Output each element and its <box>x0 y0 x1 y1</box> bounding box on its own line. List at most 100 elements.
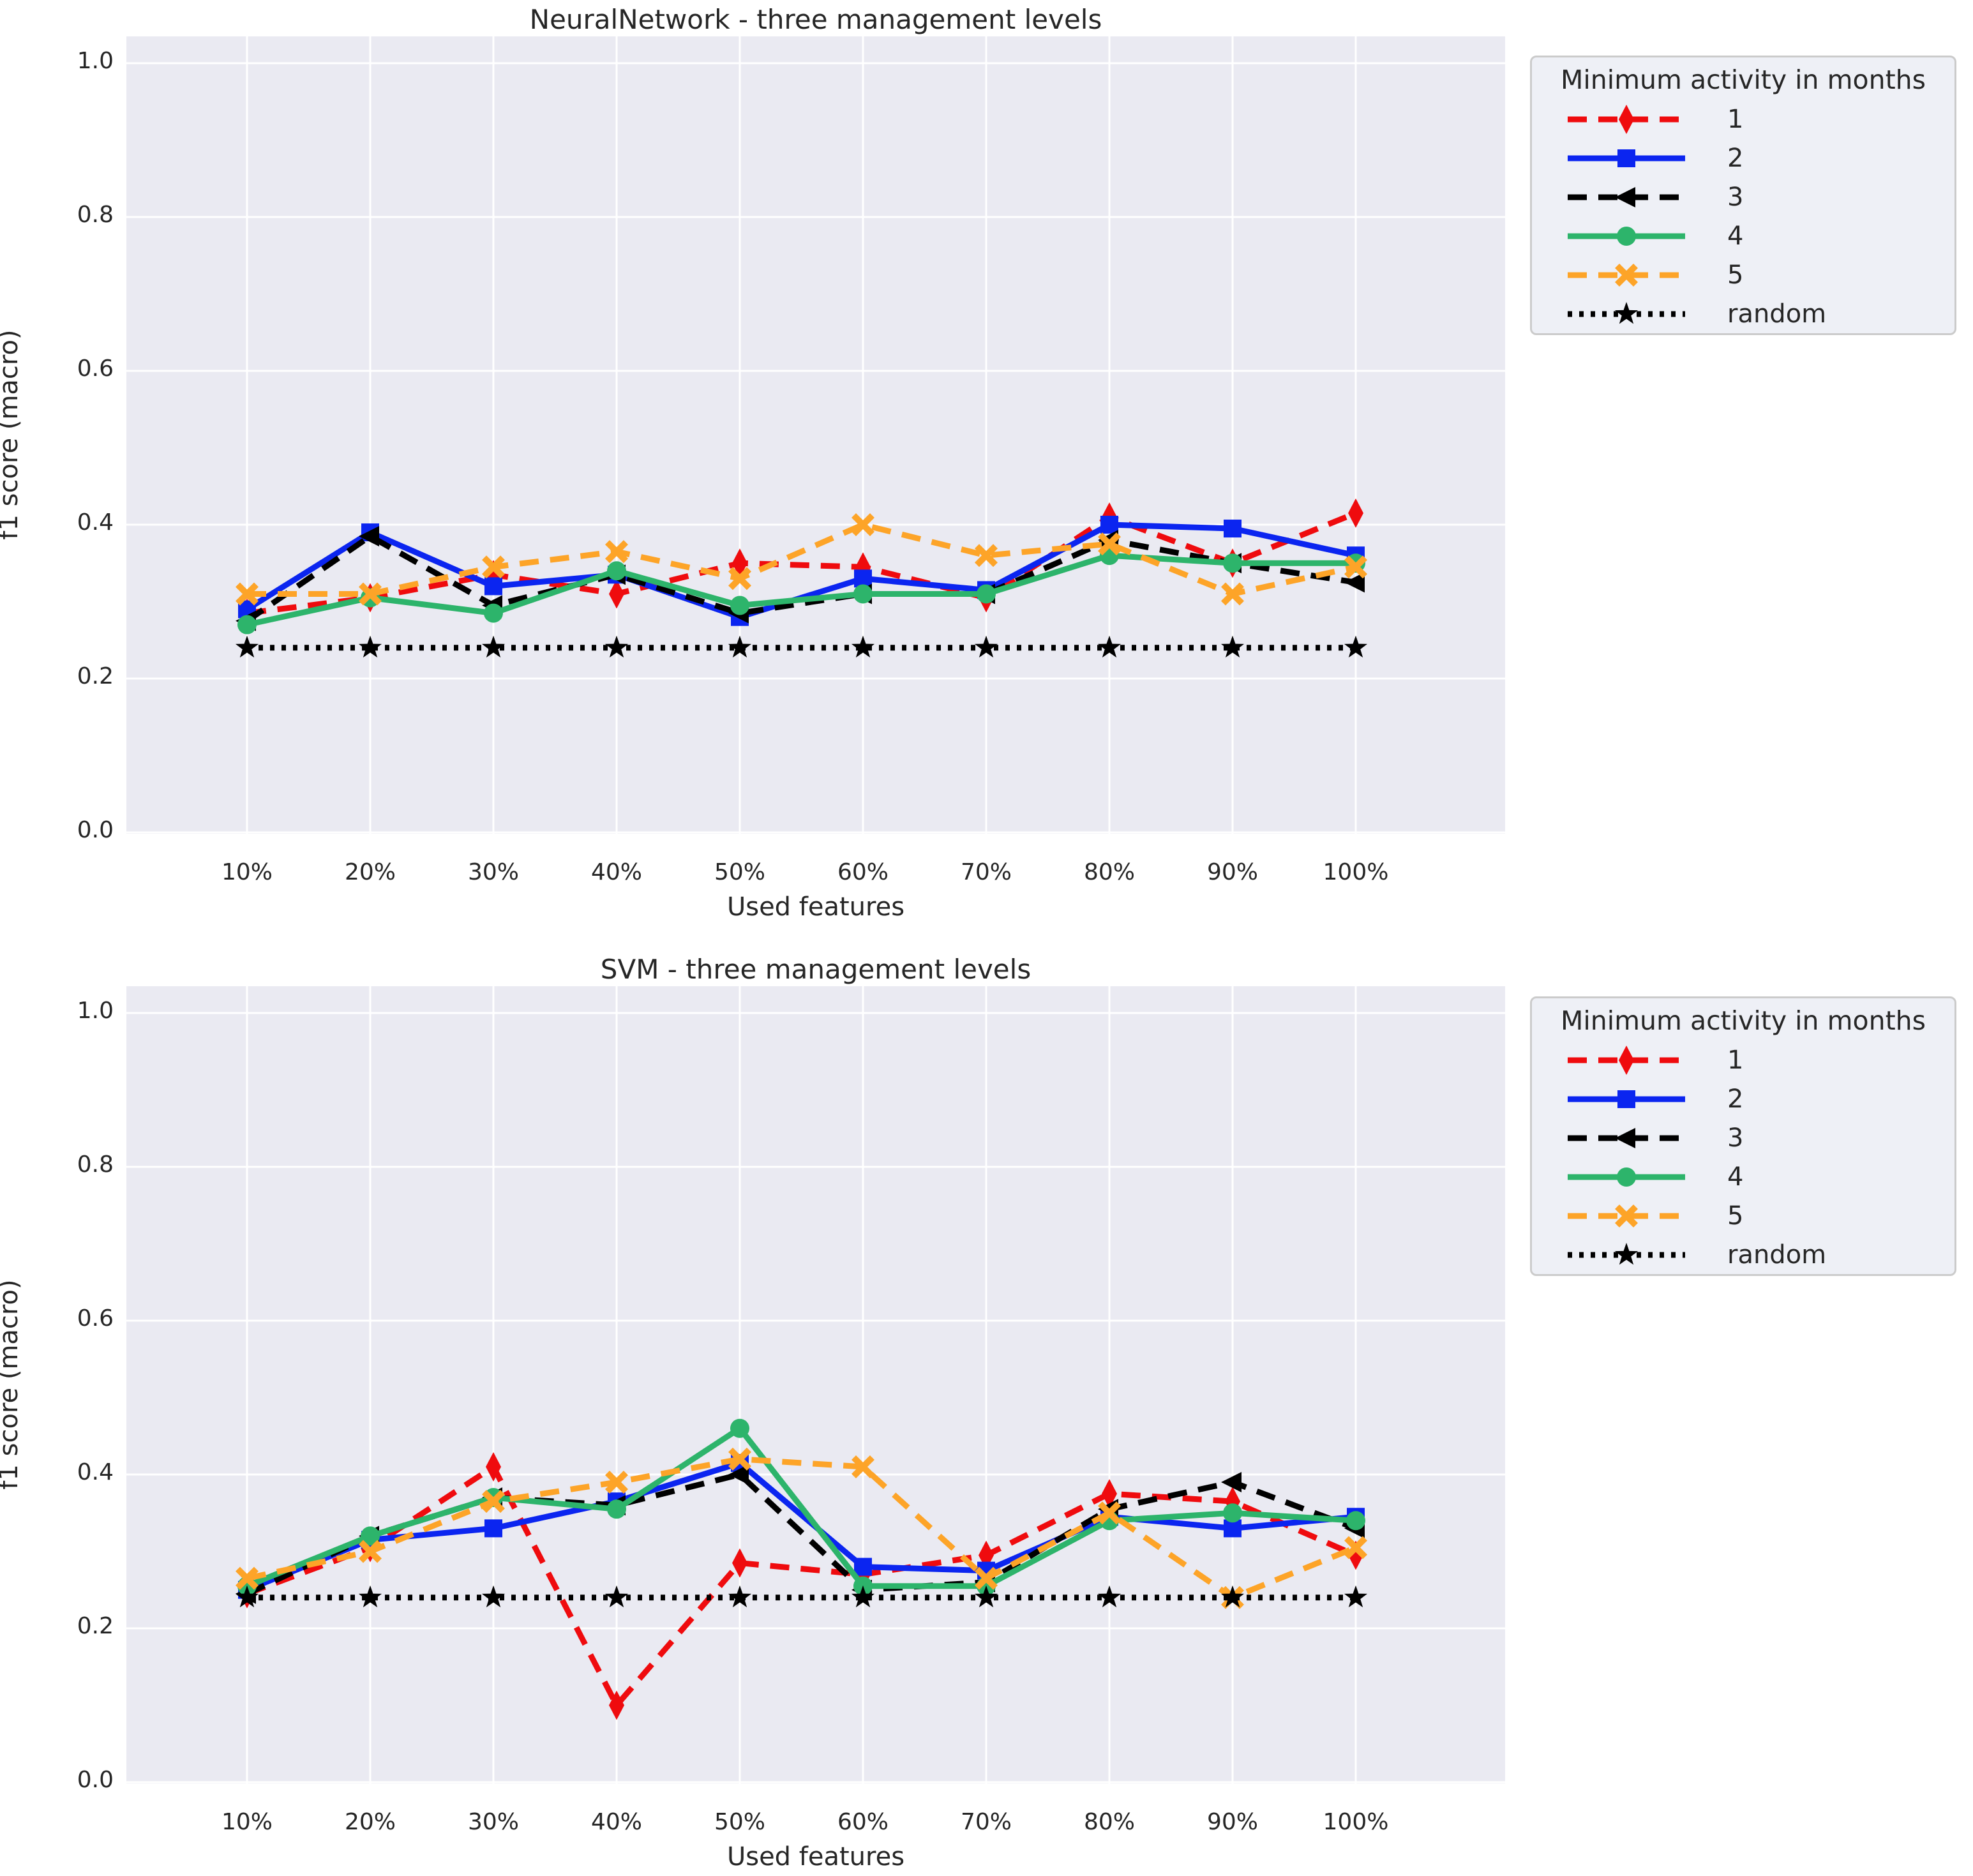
thin-diamond-marker-icon <box>1348 498 1363 528</box>
x-tick-label: 70% <box>960 859 1012 885</box>
x-tick-label: 10% <box>221 859 273 885</box>
legend-entry-label: 4 <box>1727 221 1744 251</box>
x-tick-label: 50% <box>714 859 765 885</box>
legend-entry: 2 <box>1532 139 1954 177</box>
legend-swatch <box>1568 1167 1685 1187</box>
x-marker-icon <box>236 582 259 606</box>
triangle-left-marker-icon <box>1221 1472 1242 1493</box>
x-marker-icon <box>605 540 628 564</box>
chart-title: NeuralNetwork - three management levels <box>529 4 1102 35</box>
star-marker-icon <box>1344 635 1368 658</box>
legend-swatch <box>1568 1045 1685 1075</box>
y-tick-label: 0.8 <box>77 1152 114 1178</box>
series-5-line <box>236 1447 1367 1609</box>
x-marker-icon <box>482 555 505 579</box>
thin-diamond-marker-icon <box>1348 1540 1363 1570</box>
x-tick-label: 50% <box>714 1809 765 1835</box>
legend-swatch <box>1568 301 1685 324</box>
x-marker-icon <box>1615 1204 1638 1227</box>
x-tick-label: 60% <box>837 859 889 885</box>
x-tick-label: 70% <box>960 1809 1012 1835</box>
x-marker-icon <box>1098 532 1121 556</box>
star-marker-icon <box>1220 635 1245 658</box>
legend-swatch <box>1568 1242 1685 1264</box>
legend-entry: 1 <box>1532 1040 1954 1079</box>
series-random-line <box>235 635 1368 658</box>
gridlines <box>126 36 1505 834</box>
plot-area <box>126 36 1505 834</box>
y-tick-label: 0.0 <box>77 817 114 843</box>
circle-marker-icon <box>484 603 503 623</box>
legend-swatch <box>1568 1204 1685 1227</box>
x-marker-icon <box>851 1455 874 1478</box>
circle-marker-icon <box>853 584 873 604</box>
thin-diamond-marker-icon <box>1619 104 1634 134</box>
legend-entry-label: 4 <box>1727 1162 1744 1192</box>
star-marker-icon <box>604 1585 629 1608</box>
star-marker-icon <box>358 635 382 658</box>
y-tick-label: 1.0 <box>77 998 114 1024</box>
legend-entry-label: 3 <box>1727 182 1744 212</box>
x-axis-label: Used features <box>726 892 905 922</box>
x-tick-label: 90% <box>1206 1809 1258 1835</box>
star-marker-icon <box>481 1585 506 1608</box>
series-random-line <box>235 1585 1368 1608</box>
x-marker-icon <box>975 544 998 567</box>
x-tick-label: 80% <box>1083 859 1135 885</box>
y-tick-label: 0.0 <box>77 1767 114 1793</box>
circle-marker-icon <box>730 596 749 615</box>
star-marker-icon <box>235 1585 259 1608</box>
star-marker-icon <box>1097 635 1122 658</box>
legend-entry-label: 5 <box>1727 1201 1744 1231</box>
legend-swatch <box>1568 1090 1685 1108</box>
legend-swatch <box>1568 149 1685 167</box>
series-5-line <box>236 513 1367 606</box>
legend-box: Minimum activity in months 1 2 3 4 5 random <box>1530 996 1956 1276</box>
legend-entry: 4 <box>1532 216 1954 255</box>
plot-area <box>126 986 1505 1783</box>
legend-box: Minimum activity in months 1 2 3 4 5 random <box>1530 56 1956 335</box>
x-tick-label: 10% <box>221 1809 273 1835</box>
star-marker-icon <box>1097 1585 1122 1608</box>
legend-entry: 5 <box>1532 255 1954 294</box>
legend-entry-label: random <box>1727 1240 1827 1270</box>
x-tick-label: 30% <box>467 859 519 885</box>
x-marker-icon <box>1344 555 1367 579</box>
legend-entry-label: 2 <box>1727 1084 1744 1114</box>
square-marker-icon <box>854 1557 872 1576</box>
legend-entry: 4 <box>1532 1157 1954 1196</box>
y-tick-label: 1.0 <box>77 48 114 74</box>
y-tick-label: 0.6 <box>77 356 114 382</box>
x-tick-label: 90% <box>1206 859 1258 885</box>
circle-marker-icon <box>1223 553 1242 573</box>
legend-entry-label: 1 <box>1727 104 1744 134</box>
legend-swatch <box>1568 226 1685 246</box>
circle-marker-icon <box>730 1418 749 1438</box>
x-tick-label: 20% <box>344 1809 396 1835</box>
star-marker-icon <box>481 635 506 658</box>
x-marker-icon <box>482 1490 505 1513</box>
circle-marker-icon <box>1617 226 1636 246</box>
neuralnetwork-chart <box>126 36 1505 834</box>
legend-entries: 1 2 3 4 5 random <box>1532 1040 1954 1274</box>
x-axis-label: Used features <box>726 1842 905 1872</box>
star-marker-icon <box>974 1585 998 1608</box>
legend-title: Minimum activity in months <box>1560 64 1926 95</box>
star-marker-icon <box>1614 1242 1639 1264</box>
x-marker-icon <box>359 1540 382 1563</box>
x-tick-label: 80% <box>1083 1809 1135 1835</box>
x-tick-label: 100% <box>1323 859 1389 885</box>
star-marker-icon <box>851 635 875 658</box>
y-tick-label: 0.4 <box>77 509 114 536</box>
x-marker-icon <box>359 582 382 606</box>
star-marker-icon <box>235 635 259 658</box>
legend-entry: 5 <box>1532 1196 1954 1235</box>
gridlines <box>126 986 1505 1783</box>
legend-entry: 2 <box>1532 1079 1954 1118</box>
circle-marker-icon <box>607 1499 626 1519</box>
triangle-left-marker-icon <box>1344 572 1365 593</box>
legend-swatch <box>1568 1127 1685 1148</box>
y-tick-label: 0.8 <box>77 202 114 228</box>
x-tick-label: 100% <box>1323 1809 1389 1835</box>
